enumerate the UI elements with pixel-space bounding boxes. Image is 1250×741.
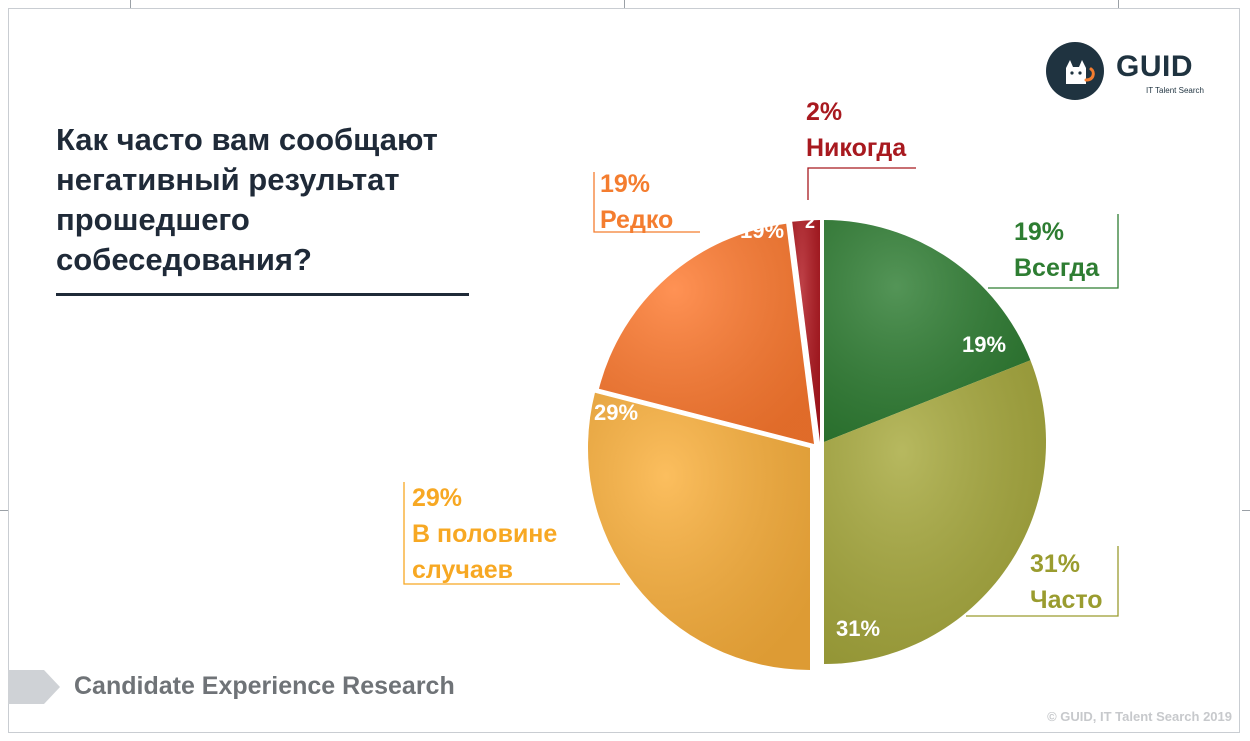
title-underline	[56, 293, 469, 296]
frame-tick-top	[1118, 0, 1119, 8]
pie-slice-shading	[588, 392, 810, 670]
slice-value-label: 29%	[594, 400, 638, 425]
leader-line	[966, 546, 1119, 617]
frame-tick-right	[1242, 510, 1250, 511]
leader-line	[593, 172, 700, 233]
slice-category: В половине	[412, 520, 558, 548]
leader-line	[807, 167, 916, 200]
slice-percent: 29%	[412, 484, 463, 512]
slice-outer-label: 19% Редко	[600, 166, 673, 238]
slice-outer-label: 19% Всегда	[1014, 214, 1099, 286]
slice-value-label: 19%	[962, 332, 1006, 357]
pie-slice-shading	[792, 220, 820, 442]
question-line: негативный результат	[56, 162, 400, 197]
slice-value-label: 19%	[740, 218, 784, 243]
slice-category: Всегда	[1014, 254, 1100, 282]
slice-percent: 2%	[806, 98, 843, 126]
slice-value-label: 2	[805, 212, 815, 232]
slice-value-label: 31%	[836, 616, 880, 641]
slice-outer-label: 2% Никогда	[806, 94, 906, 166]
pie-slice-shading	[598, 223, 814, 444]
slice-category: Никогда	[806, 134, 907, 162]
leader-line	[403, 482, 620, 585]
slice-category: Часто	[1030, 586, 1103, 614]
slice-outer-label: 31% Часто	[1030, 546, 1103, 618]
frame-tick-top	[624, 0, 625, 8]
footer-arrow-icon	[8, 670, 60, 704]
logo-title: GUID	[1116, 50, 1193, 83]
frame-tick-left	[0, 510, 8, 511]
copyright-text: © GUID, IT Talent Search 2019	[1047, 709, 1232, 724]
slice-category: случаев	[412, 556, 514, 584]
slice-category: Редко	[600, 206, 674, 234]
footer-research-label: Candidate Experience Research	[74, 672, 455, 700]
question-line: прошедшего	[56, 202, 250, 237]
slice-outer-label: 29% В половине случаев	[412, 480, 557, 588]
slice-percent: 31%	[1030, 550, 1081, 578]
logo-subtitle: IT Talent Search	[1146, 86, 1204, 95]
question-title: Как часто вам сообщают негативный резуль…	[56, 120, 496, 280]
slice-percent: 19%	[1014, 218, 1065, 246]
slice-percent: 19%	[600, 170, 651, 198]
question-line: Как часто вам сообщают	[56, 122, 438, 157]
guid-logo: GUID IT Talent Search	[1046, 40, 1216, 104]
pie-slice-shading	[824, 220, 1031, 442]
frame-tick-top	[130, 0, 131, 8]
leader-line	[988, 214, 1119, 289]
pie-slice-shading	[824, 360, 1047, 664]
cat-logo-icon	[1046, 42, 1104, 100]
question-line: собеседования?	[56, 242, 312, 277]
